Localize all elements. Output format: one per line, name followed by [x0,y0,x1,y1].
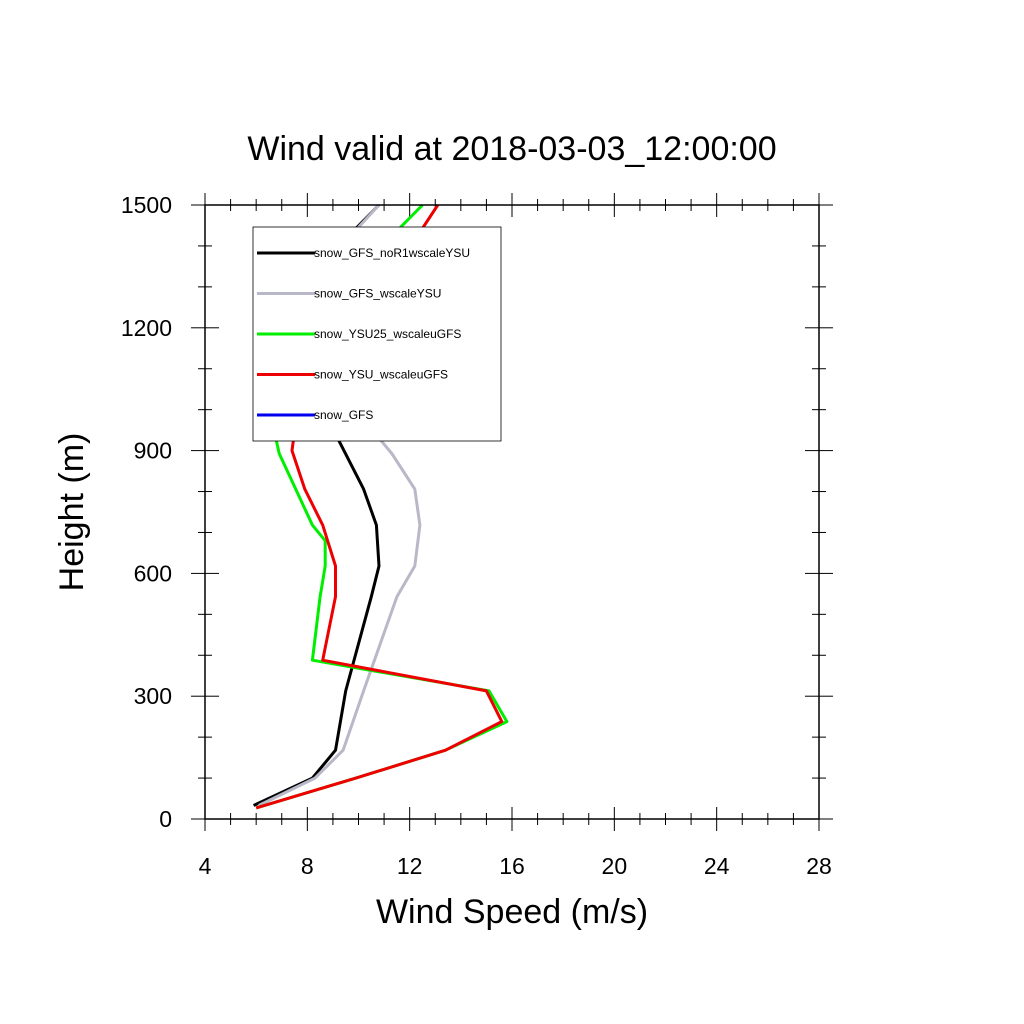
legend-label: snow_YSU25_wscaleuGFS [314,327,461,341]
x-tick-label: 4 [199,853,212,879]
x-tick-label: 24 [704,853,730,879]
y-tick-label: 900 [134,438,172,464]
y-tick-label: 0 [159,806,172,832]
x-axis-label: Wind Speed (m/s) [376,893,648,931]
y-axis-label: Height (m) [53,433,91,592]
x-tick-label: 8 [301,853,314,879]
legend: snow_GFS_noR1wscaleYSU snow_GFS_wscaleYSU… [252,226,502,442]
legend-label: snow_GFS_noR1wscaleYSU [314,246,470,260]
legend-label: snow_GFS_wscaleYSU [314,287,441,301]
x-tick-label: 20 [602,853,628,879]
x-tick-label: 28 [806,853,832,879]
y-tick-label: 1500 [121,192,172,218]
y-tick-label: 600 [134,560,172,586]
x-tick-label: 12 [397,853,423,879]
chart-title: Wind valid at 2018-03-03_12:00:00 [247,130,776,168]
y-tick-label: 1200 [121,315,172,341]
legend-label: snow_YSU_wscaleuGFS [314,368,448,382]
x-tick-label: 16 [499,853,525,879]
legend-label: snow_GFS [314,408,373,422]
y-tick-label: 300 [134,683,172,709]
plot-frame [204,204,820,820]
